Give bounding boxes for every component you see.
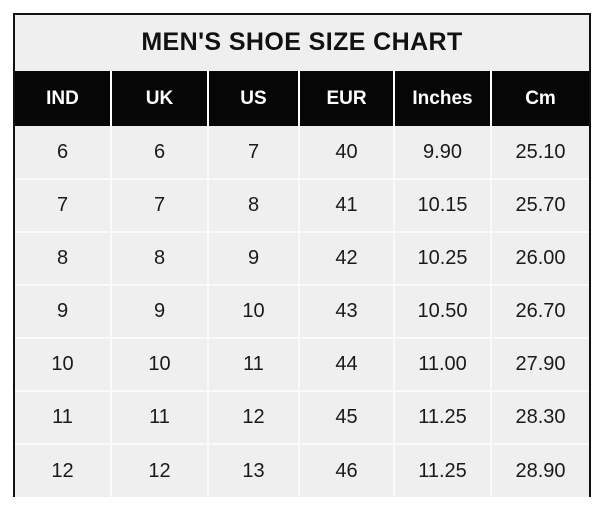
- table-row: 8 8 9 42 10.25 26.00: [15, 232, 589, 286]
- cell-inches: 10.15: [394, 179, 492, 233]
- column-header-inches: Inches: [394, 71, 492, 126]
- cell-cm: 26.70: [491, 285, 589, 339]
- page-title: MEN'S SHOE SIZE CHART: [15, 15, 589, 71]
- cell-eur: 44: [299, 338, 395, 392]
- cell-inches: 9.90: [394, 126, 492, 180]
- cell-us: 10: [208, 285, 300, 339]
- column-header-us: US: [208, 71, 300, 126]
- column-header-cm: Cm: [491, 71, 589, 126]
- column-header-uk: UK: [111, 71, 209, 126]
- table-row: 9 9 10 43 10.50 26.70: [15, 285, 589, 339]
- shoe-size-table: IND UK US EUR Inches Cm 6 6 7 40 9.90 25…: [15, 71, 589, 497]
- cell-cm: 27.90: [491, 338, 589, 392]
- cell-us: 8: [208, 179, 300, 233]
- cell-us: 12: [208, 391, 300, 445]
- cell-us: 11: [208, 338, 300, 392]
- cell-eur: 41: [299, 179, 395, 233]
- cell-uk: 12: [111, 444, 209, 497]
- cell-ind: 11: [15, 391, 112, 445]
- cell-eur: 46: [299, 444, 395, 497]
- table-header: IND UK US EUR Inches Cm: [15, 71, 589, 126]
- table-body: 6 6 7 40 9.90 25.10 7 7 8 41 10.15 25.70…: [15, 126, 589, 497]
- cell-cm: 25.10: [491, 126, 589, 180]
- cell-inches: 10.50: [394, 285, 492, 339]
- table-row: 6 6 7 40 9.90 25.10: [15, 126, 589, 180]
- cell-cm: 28.90: [491, 444, 589, 497]
- cell-cm: 25.70: [491, 179, 589, 233]
- cell-inches: 11.25: [394, 444, 492, 497]
- cell-eur: 43: [299, 285, 395, 339]
- cell-inches: 11.25: [394, 391, 492, 445]
- cell-ind: 10: [15, 338, 112, 392]
- column-header-eur: EUR: [299, 71, 395, 126]
- cell-eur: 42: [299, 232, 395, 286]
- cell-ind: 12: [15, 444, 112, 497]
- column-header-ind: IND: [15, 71, 112, 126]
- cell-ind: 8: [15, 232, 112, 286]
- cell-uk: 6: [111, 126, 209, 180]
- table-row: 7 7 8 41 10.15 25.70: [15, 179, 589, 233]
- cell-cm: 26.00: [491, 232, 589, 286]
- table-header-row: IND UK US EUR Inches Cm: [15, 71, 589, 126]
- cell-inches: 10.25: [394, 232, 492, 286]
- cell-ind: 6: [15, 126, 112, 180]
- cell-eur: 40: [299, 126, 395, 180]
- cell-uk: 9: [111, 285, 209, 339]
- cell-uk: 7: [111, 179, 209, 233]
- table-row: 11 11 12 45 11.25 28.30: [15, 391, 589, 445]
- cell-us: 7: [208, 126, 300, 180]
- table-row: 10 10 11 44 11.00 27.90: [15, 338, 589, 392]
- cell-ind: 9: [15, 285, 112, 339]
- cell-inches: 11.00: [394, 338, 492, 392]
- cell-us: 9: [208, 232, 300, 286]
- cell-cm: 28.30: [491, 391, 589, 445]
- cell-us: 13: [208, 444, 300, 497]
- cell-eur: 45: [299, 391, 395, 445]
- cell-uk: 10: [111, 338, 209, 392]
- cell-uk: 8: [111, 232, 209, 286]
- size-chart-container: MEN'S SHOE SIZE CHART IND UK US EUR Inch…: [13, 13, 591, 497]
- cell-ind: 7: [15, 179, 112, 233]
- table-row: 12 12 13 46 11.25 28.90: [15, 444, 589, 497]
- cell-uk: 11: [111, 391, 209, 445]
